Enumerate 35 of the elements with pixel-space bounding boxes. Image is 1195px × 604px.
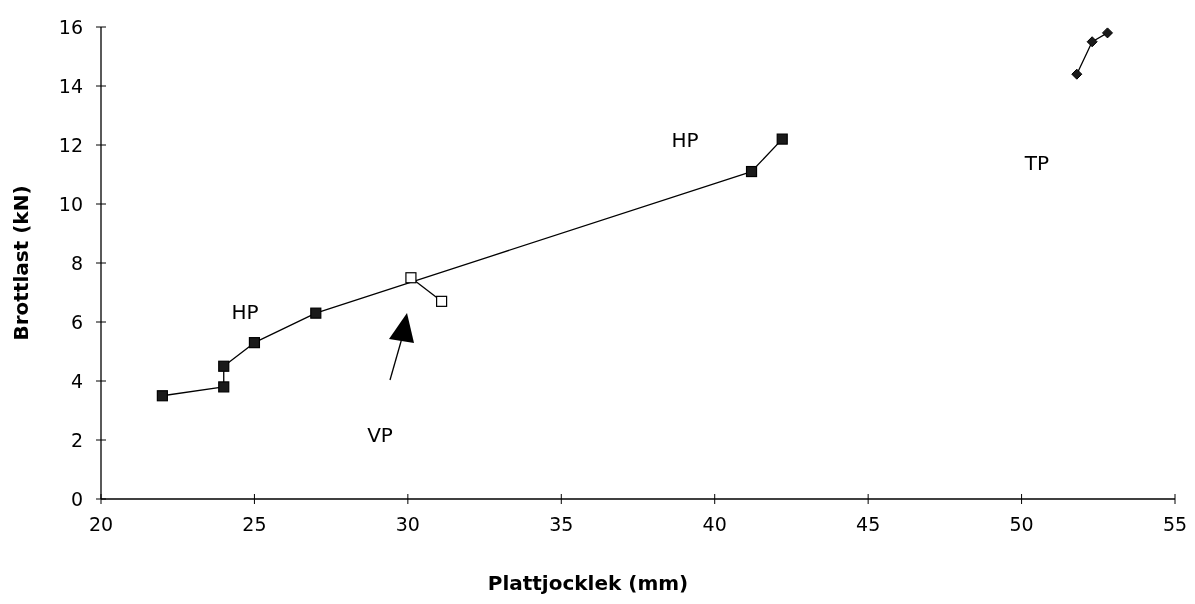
point	[436, 295, 448, 307]
x-tick-label: 55	[1162, 513, 1188, 535]
y-tick-label: 14	[58, 74, 83, 97]
point	[776, 133, 788, 145]
point	[310, 307, 322, 319]
point	[405, 272, 417, 284]
y-tick-label: 12	[58, 133, 83, 156]
y-axis-title: Brottlast (kN)	[9, 185, 33, 341]
point	[745, 165, 758, 178]
x-tick-label: 40	[702, 513, 727, 535]
x-tick-label: 35	[549, 513, 574, 535]
y-tick-label: 2	[70, 428, 83, 451]
x-tick-label: 45	[856, 513, 881, 535]
y-tick-label: 6	[70, 310, 83, 333]
annotation: TP	[1023, 151, 1050, 175]
x-axis-title: Plattjocklek (mm)	[487, 571, 689, 595]
point	[1086, 36, 1098, 48]
annotation: HP	[231, 300, 259, 324]
x-tick-label: 30	[395, 513, 420, 535]
point	[248, 337, 261, 349]
point	[1071, 68, 1083, 80]
x-tick-label: 20	[88, 513, 114, 535]
y-tick-label: 8	[70, 251, 83, 274]
point	[1101, 27, 1113, 39]
point	[156, 390, 168, 402]
y-tick-label: 16	[58, 15, 83, 38]
x-tick-label: 25	[242, 513, 267, 535]
annotation: VP	[367, 423, 393, 447]
y-tick-label: 4	[70, 369, 83, 392]
y-tick-label: 0	[70, 487, 83, 510]
point	[218, 360, 230, 372]
x-tick-label: 50	[1009, 513, 1034, 535]
point	[218, 381, 230, 393]
annotation: HP	[671, 128, 699, 152]
y-tick-label: 10	[58, 192, 83, 215]
